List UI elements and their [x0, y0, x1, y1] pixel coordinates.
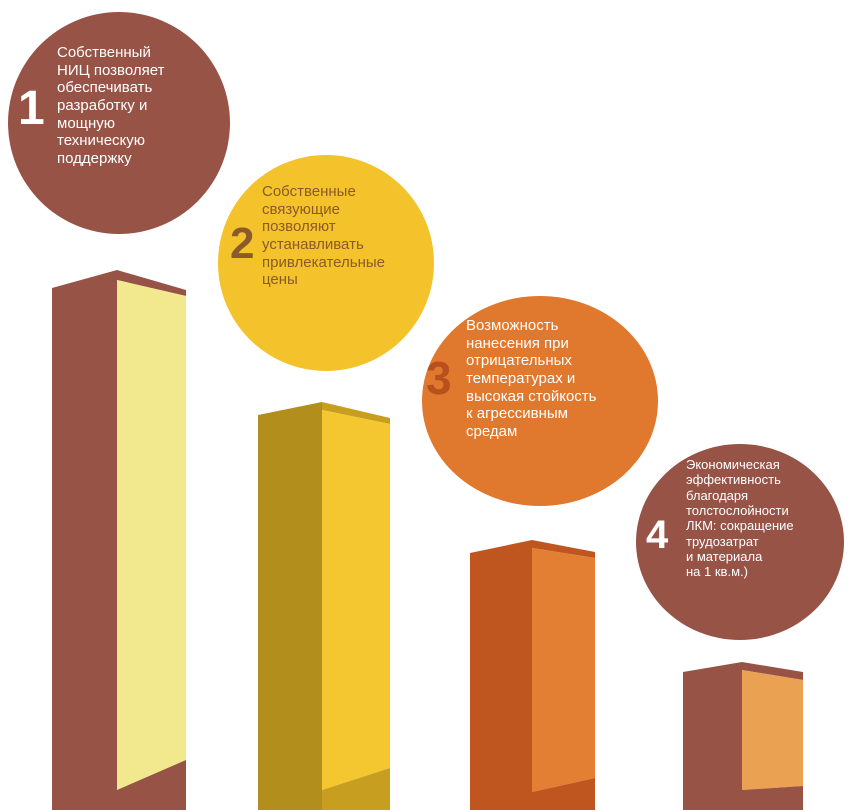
- pillar-2-base: [322, 768, 390, 810]
- pillar-1-front: [117, 280, 186, 790]
- circle-2: [218, 155, 434, 371]
- pillar-4-cap: [742, 662, 803, 680]
- item-2-number: 2: [230, 219, 255, 268]
- pillar-2-cap: [322, 402, 390, 424]
- pillar-3-side: [470, 540, 532, 810]
- item-4-number: 4: [646, 513, 669, 557]
- item-2-text: Собственные связующие позволяют устанавл…: [262, 183, 385, 289]
- pillar-4-base: [742, 786, 803, 810]
- item-3-text: Возможность нанесения при отрицательных …: [466, 317, 597, 441]
- item-1-number: 1: [18, 82, 45, 135]
- pillar-3-front: [532, 548, 595, 792]
- pillar-2-front: [322, 410, 390, 790]
- circle-4: [636, 444, 844, 640]
- item-3-number: 3: [426, 352, 452, 404]
- pillar-1-side: [52, 270, 117, 810]
- circle-1: [8, 12, 230, 234]
- pillar-1: [52, 270, 186, 810]
- pillar-4-side: [683, 662, 742, 810]
- pillar-1-base: [117, 760, 186, 810]
- pillar-4-front: [742, 670, 803, 790]
- pillar-4: [683, 662, 803, 810]
- item-1-text: Собственный НИЦ позволяет обеспечивать р…: [57, 44, 165, 168]
- item-4-text: Экономическая эффективность благодаря то…: [686, 457, 794, 580]
- pillar-3: [470, 540, 595, 810]
- pillar-3-cap: [532, 540, 595, 558]
- pillar-2: [258, 402, 390, 810]
- pillar-3-base: [532, 778, 595, 810]
- pillar-1-cap: [117, 270, 186, 296]
- circle-3: [422, 296, 658, 506]
- pillar-2-side: [258, 402, 322, 810]
